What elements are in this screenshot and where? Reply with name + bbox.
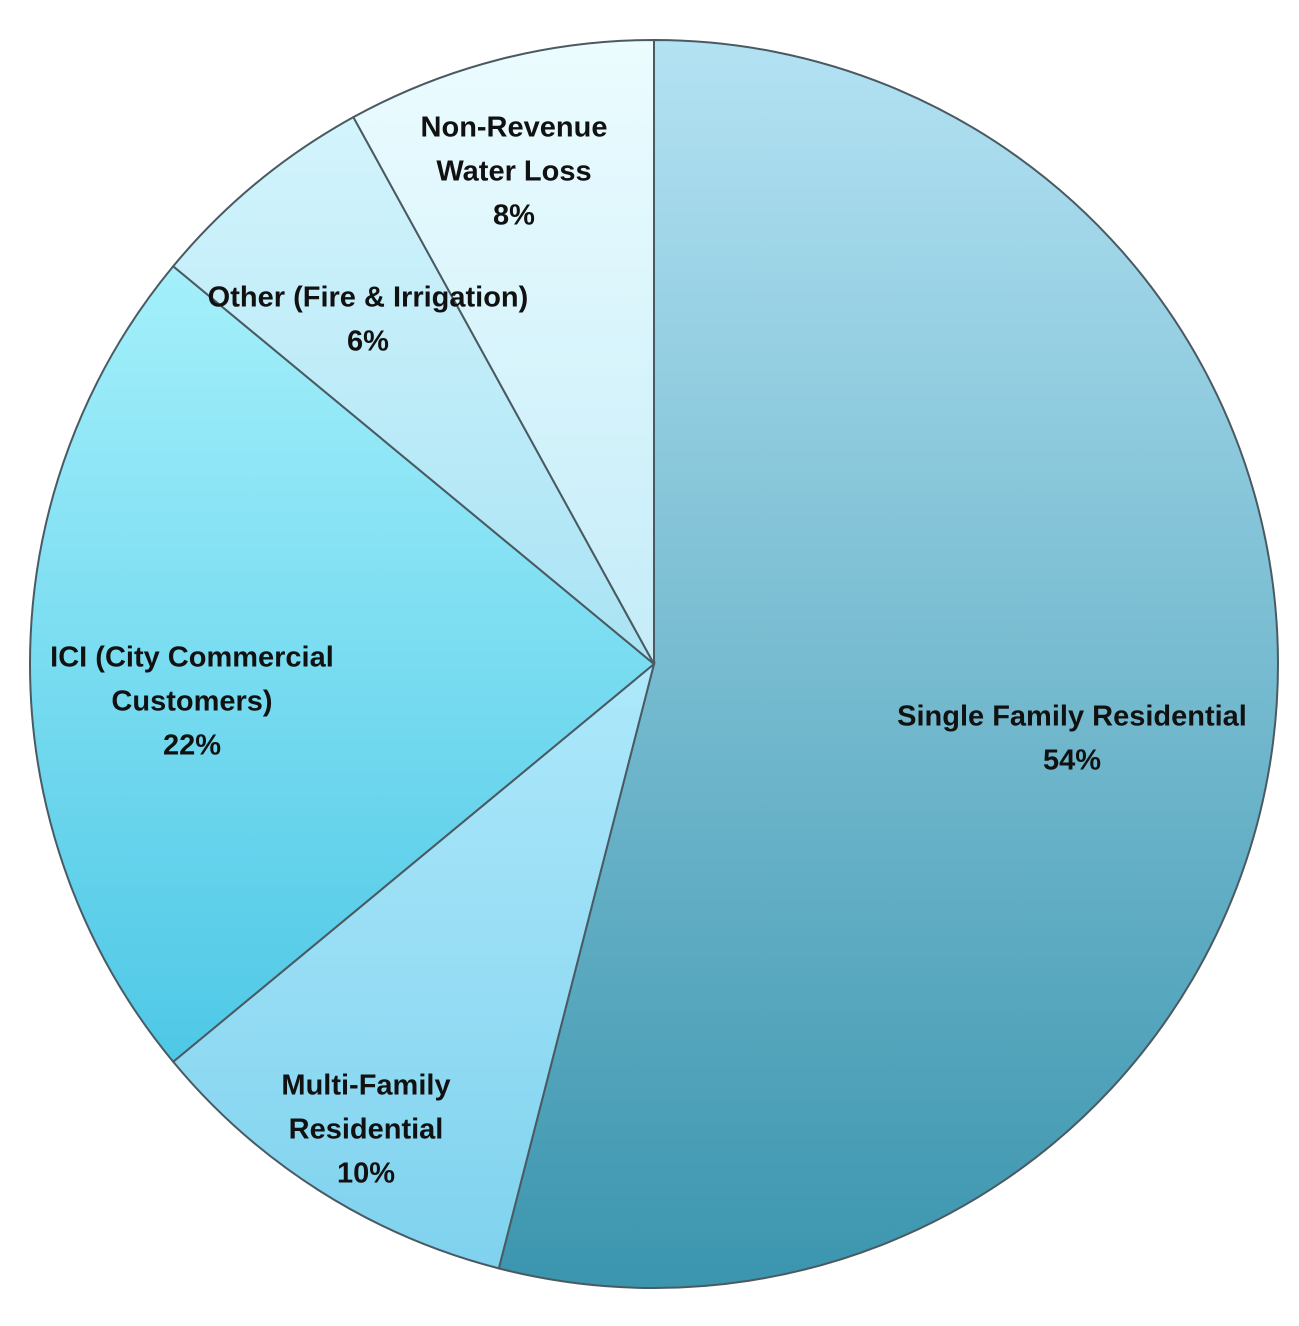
pie-slice-non-revenue-water-loss (352, 38, 655, 665)
slice-percent-label: 10% (337, 1158, 395, 1190)
slice-label-other-fire-irrigation: Other (Fire & Irrigation) 6% (208, 282, 529, 358)
pie-slice-multi-family-residential (171, 661, 656, 1270)
slice-name-label: Water Loss (436, 156, 591, 188)
pie-slice-single-family-residential (497, 38, 1279, 1289)
slice-name-label: Residential (289, 1114, 444, 1146)
slice-name-label: Non-Revenue (421, 112, 608, 144)
slice-percent-label: 8% (493, 200, 535, 232)
pie-slice-ici-city-commercial-customers (29, 264, 656, 1064)
slice-label-single-family-residential: Single Family Residential 54% (897, 701, 1247, 777)
slice-name-label: Single Family Residential (897, 701, 1247, 733)
slice-name-label: ICI (City Commercial (50, 642, 334, 674)
slice-percent-label: 6% (347, 326, 389, 358)
slice-percent-label: 22% (163, 730, 221, 762)
slice-label-non-revenue-water-loss: Non-Revenue Water Loss 8% (421, 112, 608, 232)
pie-labels: Single Family Residential 54% Multi-Family… (50, 112, 1247, 1190)
slice-percent-label: 54% (1043, 745, 1101, 777)
pie-slice-other-fire-irrigation (171, 115, 655, 665)
slice-label-multi-family-residential: Multi-Family Residential 10% (281, 1070, 450, 1190)
pie-slices (29, 38, 1279, 1289)
slice-name-label: Other (Fire & Irrigation) (208, 282, 529, 314)
slice-name-label: Customers) (111, 686, 272, 718)
slice-name-label: Multi-Family (281, 1070, 450, 1102)
slice-label-ici-city-commercial-customers: ICI (City Commercial Customers) 22% (50, 642, 334, 762)
